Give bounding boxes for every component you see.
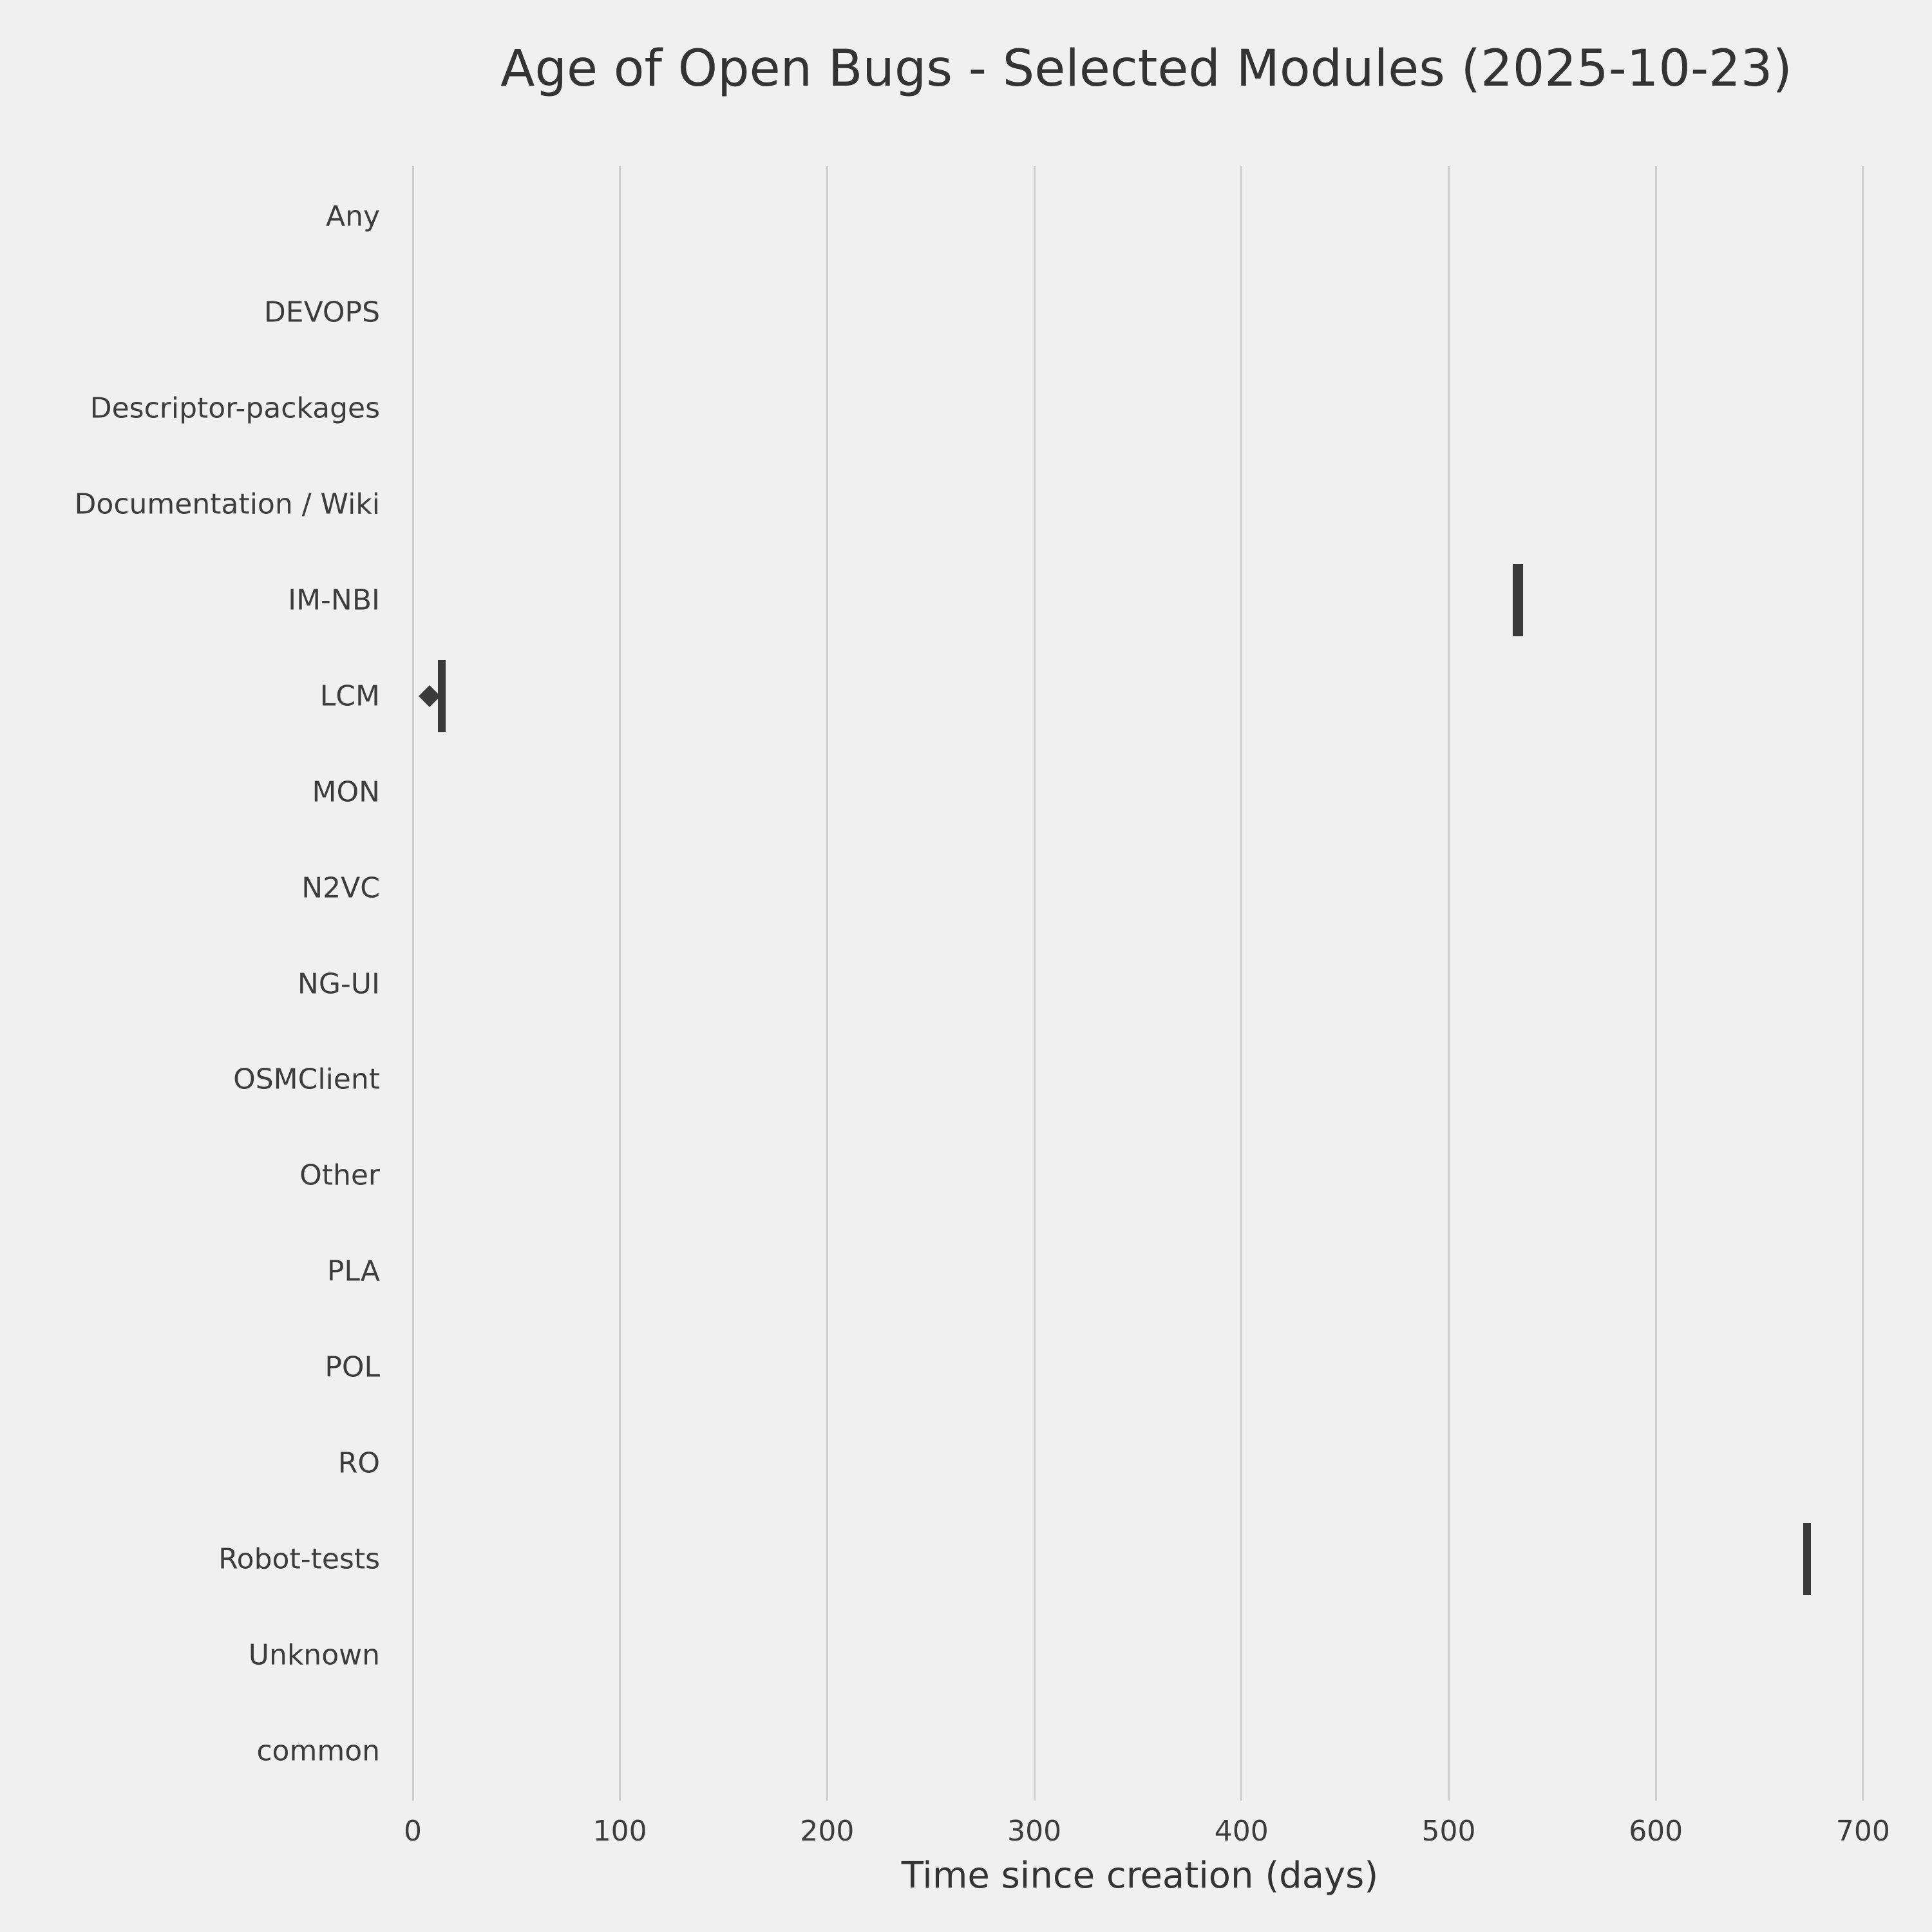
chart-title: Age of Open Bugs - Selected Modules (202… — [500, 40, 1792, 98]
x-tick-label: 400 — [1214, 1815, 1269, 1848]
box — [1803, 1522, 1812, 1595]
y-axis-label: PLA — [327, 1255, 380, 1288]
y-axis-label: LCM — [319, 679, 380, 713]
x-tick-label: 0 — [404, 1815, 422, 1848]
x-tick-label: 600 — [1629, 1815, 1683, 1848]
gridline — [412, 166, 414, 1801]
x-tick-label: 300 — [1007, 1815, 1062, 1848]
y-axis-label: OSMClient — [233, 1063, 380, 1096]
box — [437, 659, 446, 732]
x-tick-label: 500 — [1421, 1815, 1476, 1848]
x-tick-label: 700 — [1835, 1815, 1890, 1848]
y-axis-label: RO — [337, 1446, 380, 1480]
gridline — [1033, 166, 1036, 1801]
gridline — [826, 166, 828, 1801]
gridline — [1654, 166, 1657, 1801]
x-axis-label: Time since creation (days) — [901, 1855, 1379, 1897]
gridline — [619, 166, 621, 1801]
y-axis-label: Unknown — [248, 1638, 380, 1672]
x-tick-label: 200 — [800, 1815, 855, 1848]
y-axis-label: Descriptor-packages — [90, 392, 380, 425]
y-axis-label: POL — [325, 1350, 380, 1384]
y-axis-label: DEVOPS — [263, 296, 380, 329]
y-axis-label: NG-UI — [297, 967, 380, 1000]
x-tick-label: 100 — [592, 1815, 647, 1848]
y-axis-label: Robot-tests — [218, 1542, 380, 1576]
y-axis-label: IM-NBI — [288, 583, 380, 617]
y-axis-label: N2VC — [301, 871, 380, 905]
y-axis-label: Any — [325, 200, 380, 233]
y-axis-label: common — [256, 1734, 380, 1768]
gridline — [1240, 166, 1243, 1801]
gridline — [1448, 166, 1450, 1801]
box — [1513, 564, 1524, 636]
y-axis-label: Other — [299, 1159, 380, 1192]
y-axis-label: MON — [312, 775, 380, 809]
gridline — [1862, 166, 1864, 1801]
y-axis-label: Documentation / Wiki — [74, 488, 380, 521]
